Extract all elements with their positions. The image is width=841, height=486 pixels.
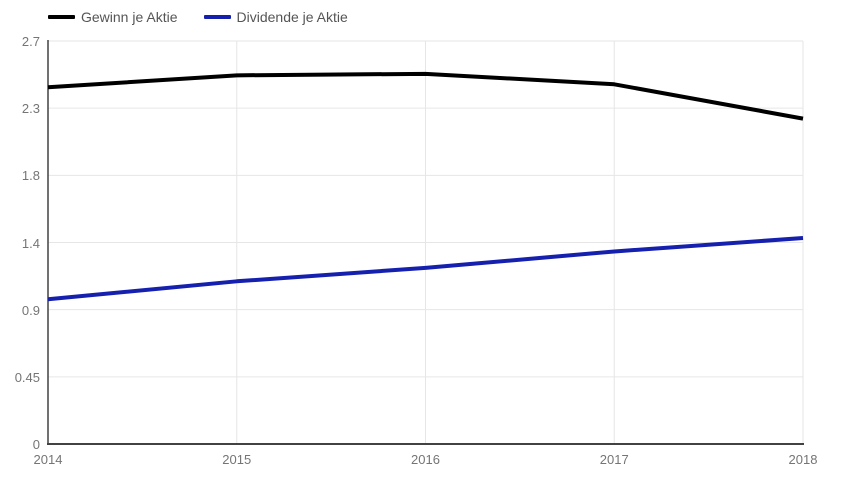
y-tick-label: 2.3 <box>21 101 40 117</box>
legend-label-dividende: Dividende je Aktie <box>236 9 348 25</box>
legend-item-gewinn-je-aktie[interactable]: Gewinn je Aktie <box>48 9 178 25</box>
legend-swatch-gewinn-icon <box>48 15 75 19</box>
legend-swatch-dividende-icon <box>203 15 231 19</box>
y-tick-label: 2.7 <box>21 34 40 49</box>
series-line-gewinn-je-aktie[interactable] <box>47 71 804 121</box>
legend-item-dividende-je-aktie[interactable]: Dividende je Aktie <box>203 9 348 25</box>
x-tick-label: 2017 <box>599 452 629 467</box>
y-tick-label: 0 <box>32 437 40 452</box>
x-tick-label: 2015 <box>222 452 252 467</box>
y-tick-label: 0.45 <box>14 369 40 385</box>
x-tick-label: 2016 <box>411 452 440 467</box>
legend-label-gewinn: Gewinn je Aktie <box>81 9 178 25</box>
x-tick-label: 2018 <box>788 452 818 467</box>
series-line-dividende-je-aktie[interactable] <box>47 236 804 302</box>
y-tick-label: 0.9 <box>21 302 40 318</box>
y-tick-label: 1.8 <box>21 168 40 184</box>
chart-legend: Gewinn je Aktie Dividende je Aktie <box>48 9 348 25</box>
y-tick-label: 1.4 <box>21 235 40 251</box>
x-tick-label: 2014 <box>33 452 63 467</box>
